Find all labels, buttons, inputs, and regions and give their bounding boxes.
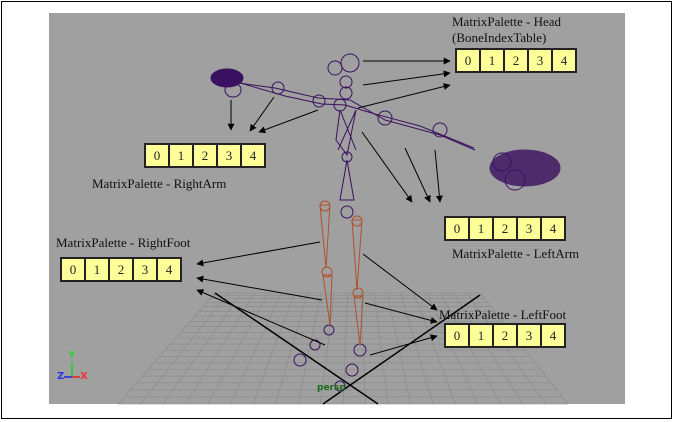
- grid-line: [117, 292, 216, 405]
- axis-z-label: Z: [57, 371, 65, 382]
- palette-cell: 2: [110, 259, 132, 280]
- palette-cell: 0: [446, 325, 468, 346]
- grid-line: [439, 292, 501, 405]
- head-palette-table: 0 1 2 3 4: [455, 48, 577, 73]
- palette-cell: 3: [518, 325, 540, 346]
- palette-cell: 2: [505, 50, 527, 71]
- grid-line: [426, 292, 479, 405]
- skeleton-upper-body: [210, 53, 561, 392]
- view-axis-gizmo: [64, 362, 80, 378]
- palette-cell: 3: [218, 145, 240, 166]
- grid-line: [400, 292, 434, 405]
- camera-label: persp: [317, 383, 346, 393]
- palette-cell: 2: [194, 145, 216, 166]
- palette-cell: 0: [146, 145, 168, 166]
- palette-cell: 3: [134, 259, 156, 280]
- palette-cell: 4: [242, 145, 264, 166]
- palette-cell: 1: [470, 218, 492, 239]
- right-arm-palette-title: MatrixPalette - RightArm: [92, 176, 227, 191]
- right-arm-palette-table: 0 1 2 3 4: [144, 143, 266, 168]
- palette-cell: 0: [457, 50, 479, 71]
- grid-line: [413, 292, 456, 405]
- grid-line: [453, 292, 524, 405]
- grid-line: [360, 292, 366, 405]
- palette-cell: 4: [542, 325, 564, 346]
- axis-y-label: Y: [68, 350, 76, 361]
- left-arm-palette-title: MatrixPalette - LeftArm: [452, 246, 580, 261]
- palette-cell: 0: [62, 259, 84, 280]
- palette-cell: 1: [170, 145, 192, 166]
- axis-x-label: X: [80, 371, 88, 382]
- grid-line: [479, 292, 569, 405]
- palette-cell: 4: [158, 259, 180, 280]
- left-foot-palette-title: MatrixPalette - LeftFoot: [439, 307, 567, 322]
- palette-cell: 1: [481, 50, 503, 71]
- palette-cell: 4: [553, 50, 575, 71]
- palette-cell: 3: [518, 218, 540, 239]
- grid-axes: [214, 292, 481, 405]
- grid-line: [275, 292, 309, 405]
- ground-grid: [117, 292, 569, 405]
- grid-line: [466, 292, 546, 405]
- head-palette-title: MatrixPalette - Head: [452, 14, 562, 29]
- right-foot-palette-title: MatrixPalette - RightFoot: [56, 235, 191, 250]
- left-foot-palette-table: 0 1 2 3 4: [444, 323, 566, 348]
- grid-line: [373, 292, 389, 405]
- palette-cell: 1: [86, 259, 108, 280]
- grid-line: [320, 292, 335, 405]
- palette-cell: 0: [446, 218, 468, 239]
- skeleton-legs: [319, 200, 364, 346]
- palette-cell: 4: [542, 218, 564, 239]
- grid-line: [342, 292, 348, 405]
- left-arm-palette-table: 0 1 2 3 4: [444, 216, 566, 241]
- grid-line: [297, 292, 322, 405]
- palette-cell: 3: [529, 50, 551, 71]
- grid-line: [252, 292, 295, 405]
- grid-line: [386, 292, 411, 405]
- palette-cell: 2: [494, 325, 516, 346]
- palette-cell: 1: [470, 325, 492, 346]
- arrows: [196, 57, 451, 356]
- right-foot-palette-table: 0 1 2 3 4: [60, 257, 182, 282]
- palette-cell: 2: [494, 218, 516, 239]
- head-palette-subtitle: (BoneIndexTable): [452, 30, 547, 45]
